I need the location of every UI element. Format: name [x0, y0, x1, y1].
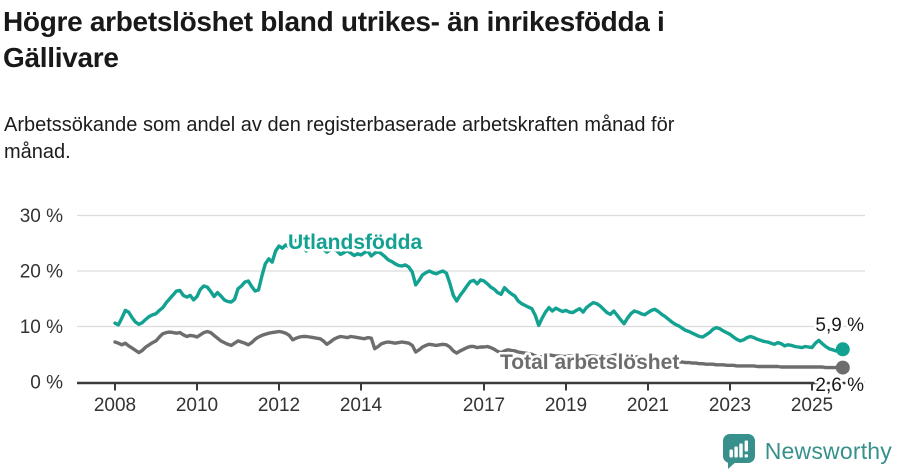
x-tick-label: 2021: [627, 395, 669, 416]
series-line-0: [113, 238, 845, 353]
x-tick-label: 2008: [94, 395, 136, 416]
series-end-dot-1: [835, 360, 850, 375]
series-line-1: [113, 329, 845, 370]
series-end-dot-0: [835, 342, 850, 357]
title-line-1: Högre arbetslöshet bland utrikes- än inr…: [3, 6, 665, 37]
newsworthy-logo-icon: [722, 434, 755, 469]
x-tick-label: 2012: [258, 395, 300, 416]
page-title: Högre arbetslöshet bland utrikes- än inr…: [3, 4, 863, 77]
series-label-0: Utlandsfödda: [288, 231, 422, 254]
x-tick-label: 2014: [340, 395, 383, 416]
brand-footer: Newsworthy: [722, 433, 892, 470]
x-tick-label: 2019: [545, 395, 587, 416]
y-tick-label: 10 %: [20, 317, 63, 338]
title-line-2: Gällivare: [3, 42, 119, 74]
x-tick-label: 2025: [791, 395, 833, 416]
series-end-label-0: 5,9 %: [815, 315, 864, 336]
x-tick-label: 2010: [176, 395, 218, 416]
unemployment-line-chart: 2008 2010 2012 2014 2017 2019 2021 2023 2025 0 % 1…: [20, 206, 867, 416]
y-tick-label: 30 %: [20, 206, 63, 227]
series-end-label-1: 2,6 %: [815, 375, 864, 396]
chart-subtitle: Arbetssökande som andel av den registerb…: [4, 114, 675, 163]
y-tick-label: 0 %: [30, 373, 63, 394]
x-tick-label: 2023: [709, 395, 751, 416]
brand-name: Newsworthy: [764, 438, 892, 464]
y-tick-label: 20 %: [20, 262, 63, 283]
series-label-1: Total arbetslöshet: [500, 351, 679, 374]
x-tick-label: 2017: [463, 395, 505, 416]
